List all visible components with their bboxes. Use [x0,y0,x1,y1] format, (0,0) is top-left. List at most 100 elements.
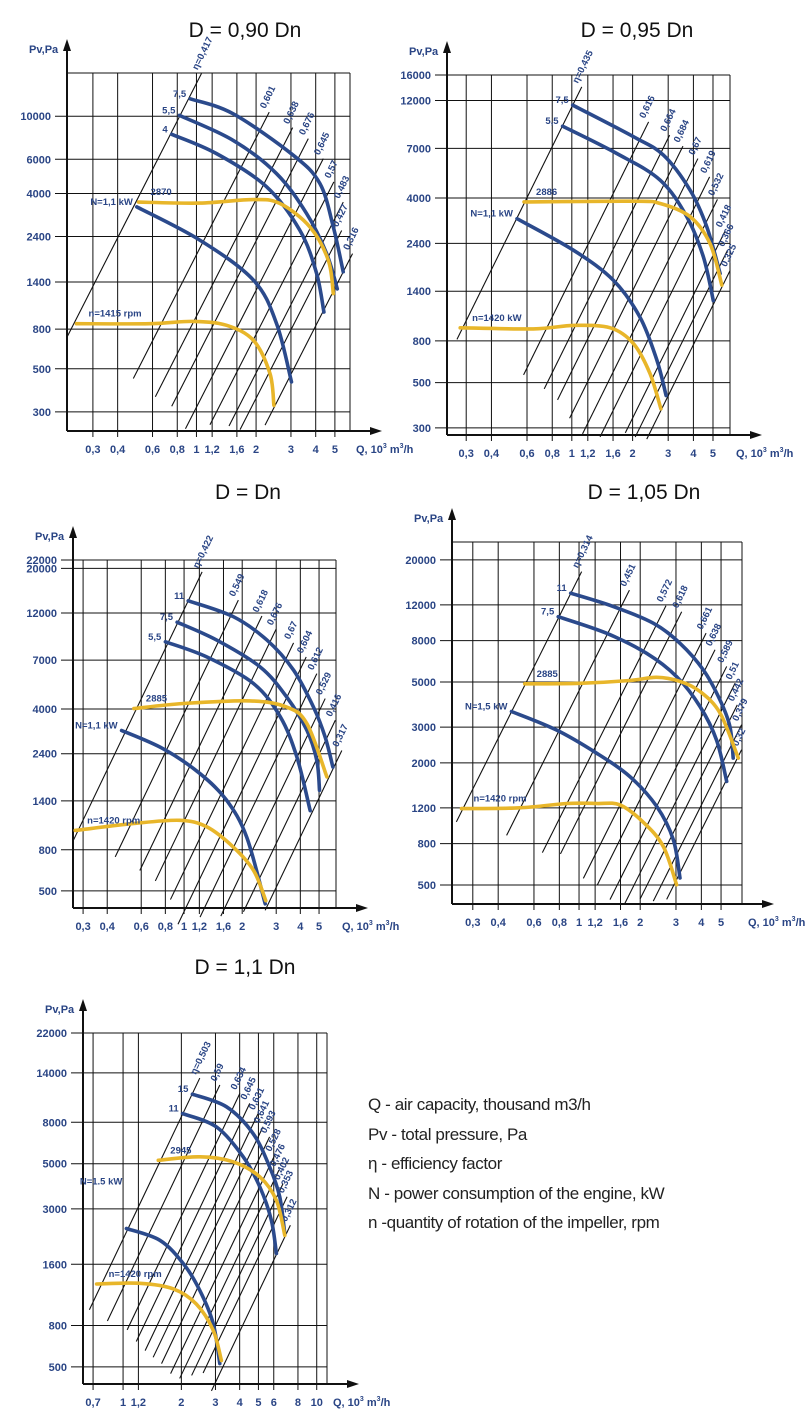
y-tick-label: 20000 [405,555,436,567]
axes [63,39,382,435]
efficiency-line [455,571,583,823]
efficiency-line [191,1183,284,1376]
y-tick-label: 800 [418,839,436,851]
efficiency-line [228,201,344,427]
chart-title: D = 1,05 Dn [588,481,701,504]
efficiency-line [114,599,239,858]
x-axis-arrow-icon [762,900,774,908]
y-tick-label: 16000 [400,70,431,82]
power-curve [556,614,729,784]
y-tick-label: 2400 [33,749,57,761]
x-axis-label-part: 3 [792,916,796,923]
curve-label: 15 [178,1084,189,1095]
efficiency-line [456,86,583,340]
speed-curve [73,818,268,903]
curve-label: 11 [169,1104,180,1115]
efficiency-label: η=0,435 [571,48,597,85]
y-tick-label: 8000 [43,1117,67,1129]
efficiency-label: 0,612 [306,646,326,672]
efficiency-line [582,632,707,879]
x-tick-label: 5 [710,448,716,460]
efficiency-lines [88,1077,291,1392]
x-axis-label-part: m [779,917,792,929]
axes [69,526,368,912]
y-tick-label: 800 [39,845,57,857]
x-axis-label-part: Q, 10 [356,444,383,456]
y-tick-label: 800 [49,1320,67,1332]
y-tick-label: 2000 [412,758,436,770]
efficiency-label: 0,67 [687,135,705,156]
y-tick-label: 10000 [20,111,51,123]
speed-curve [94,1281,224,1363]
efficiency-label: 0,67 [282,620,300,641]
x-tick-label: 1,2 [580,448,595,460]
efficiency-line [506,589,630,836]
legend-item-rpm: n -quantity of rotation of the impeller,… [368,1213,660,1233]
y-tick-label: 8000 [412,636,436,648]
x-axis-arrow-icon [347,1380,359,1388]
efficiency-label: η=0,422 [191,534,216,570]
x-tick-label: 1 [120,1397,126,1409]
x-axis-label-part: m [373,921,386,933]
efficiency-label: 0,684 [672,118,693,145]
speed-curve [522,675,741,760]
curve-label: 7,5 [160,612,174,623]
efficiency-label: 0,532 [706,171,726,197]
curve-label: 2945 [170,1145,192,1156]
y-axis-arrow-icon [448,508,456,520]
curve-label: 2870 [151,187,172,198]
grid [61,559,337,914]
efficiency-line [88,1077,201,1310]
efficiency-line [559,611,683,855]
efficiency-label: 0,638 [281,100,301,126]
x-tick-label: 4 [237,1397,244,1409]
speed-curve [132,698,329,779]
power-curve [570,103,722,276]
efficiency-label: 0,676 [265,601,285,627]
efficiency-line [264,253,354,426]
speed-curve [522,199,724,287]
x-axis-label-part: 3 [775,916,779,923]
efficiency-label: η=0,314 [570,533,596,570]
x-axis-label-part: /h [390,921,400,933]
x-tick-label: 0,3 [465,917,480,929]
chart-title: D = 1,1 Dn [195,956,296,979]
x-tick-label: 4 [297,921,304,933]
curve-label: N=1.5 kW [80,1177,123,1188]
curve-label: N=1,5 kW [465,702,508,713]
x-tick-label: 0,6 [134,921,149,933]
x-axis-arrow-icon [370,427,382,435]
efficiency-lines [66,73,354,430]
x-tick-label: 1 [569,448,575,460]
efficiency-line [652,724,743,902]
curve-label: n=1420 kW [472,313,521,324]
y-axis-label: Pv,Pa [45,1004,75,1016]
efficiency-label: 0,51 [724,660,742,682]
x-axis-label-part: 3 [360,1396,364,1403]
x-tick-label: 1,2 [587,917,602,929]
power-curve [124,1226,222,1366]
chart-5: D = 1,1 Dn 0,7 1 1,2 2 3 4 5 6 8 10 22000 14000 8000 5… [36,956,390,1409]
y-tick-label: 2400 [407,238,431,250]
x-tick-label: 2 [178,1397,184,1409]
y-tick-label: 12000 [26,608,57,620]
x-axis-label-part: 3 [369,920,373,927]
power-curve [188,97,345,274]
x-tick-label: 0,7 [85,1397,100,1409]
y-tick-label: 300 [413,423,431,435]
y-axis-arrow-icon [79,999,87,1011]
x-axis-label-part: 3 [377,1396,381,1403]
x-tick-label: 2 [630,448,636,460]
curve-label: 11 [174,591,185,602]
y-tick-label: 500 [39,886,57,898]
x-axis-label-part: /h [796,917,806,929]
y-tick-label: 22000 [26,555,57,567]
x-tick-label: 5 [718,917,724,929]
axes [79,999,359,1388]
y-tick-label: 800 [413,336,431,348]
efficiency-line [609,666,728,900]
power-curve [186,599,335,769]
efficiency-line [557,145,684,401]
efficiency-line [569,158,699,419]
